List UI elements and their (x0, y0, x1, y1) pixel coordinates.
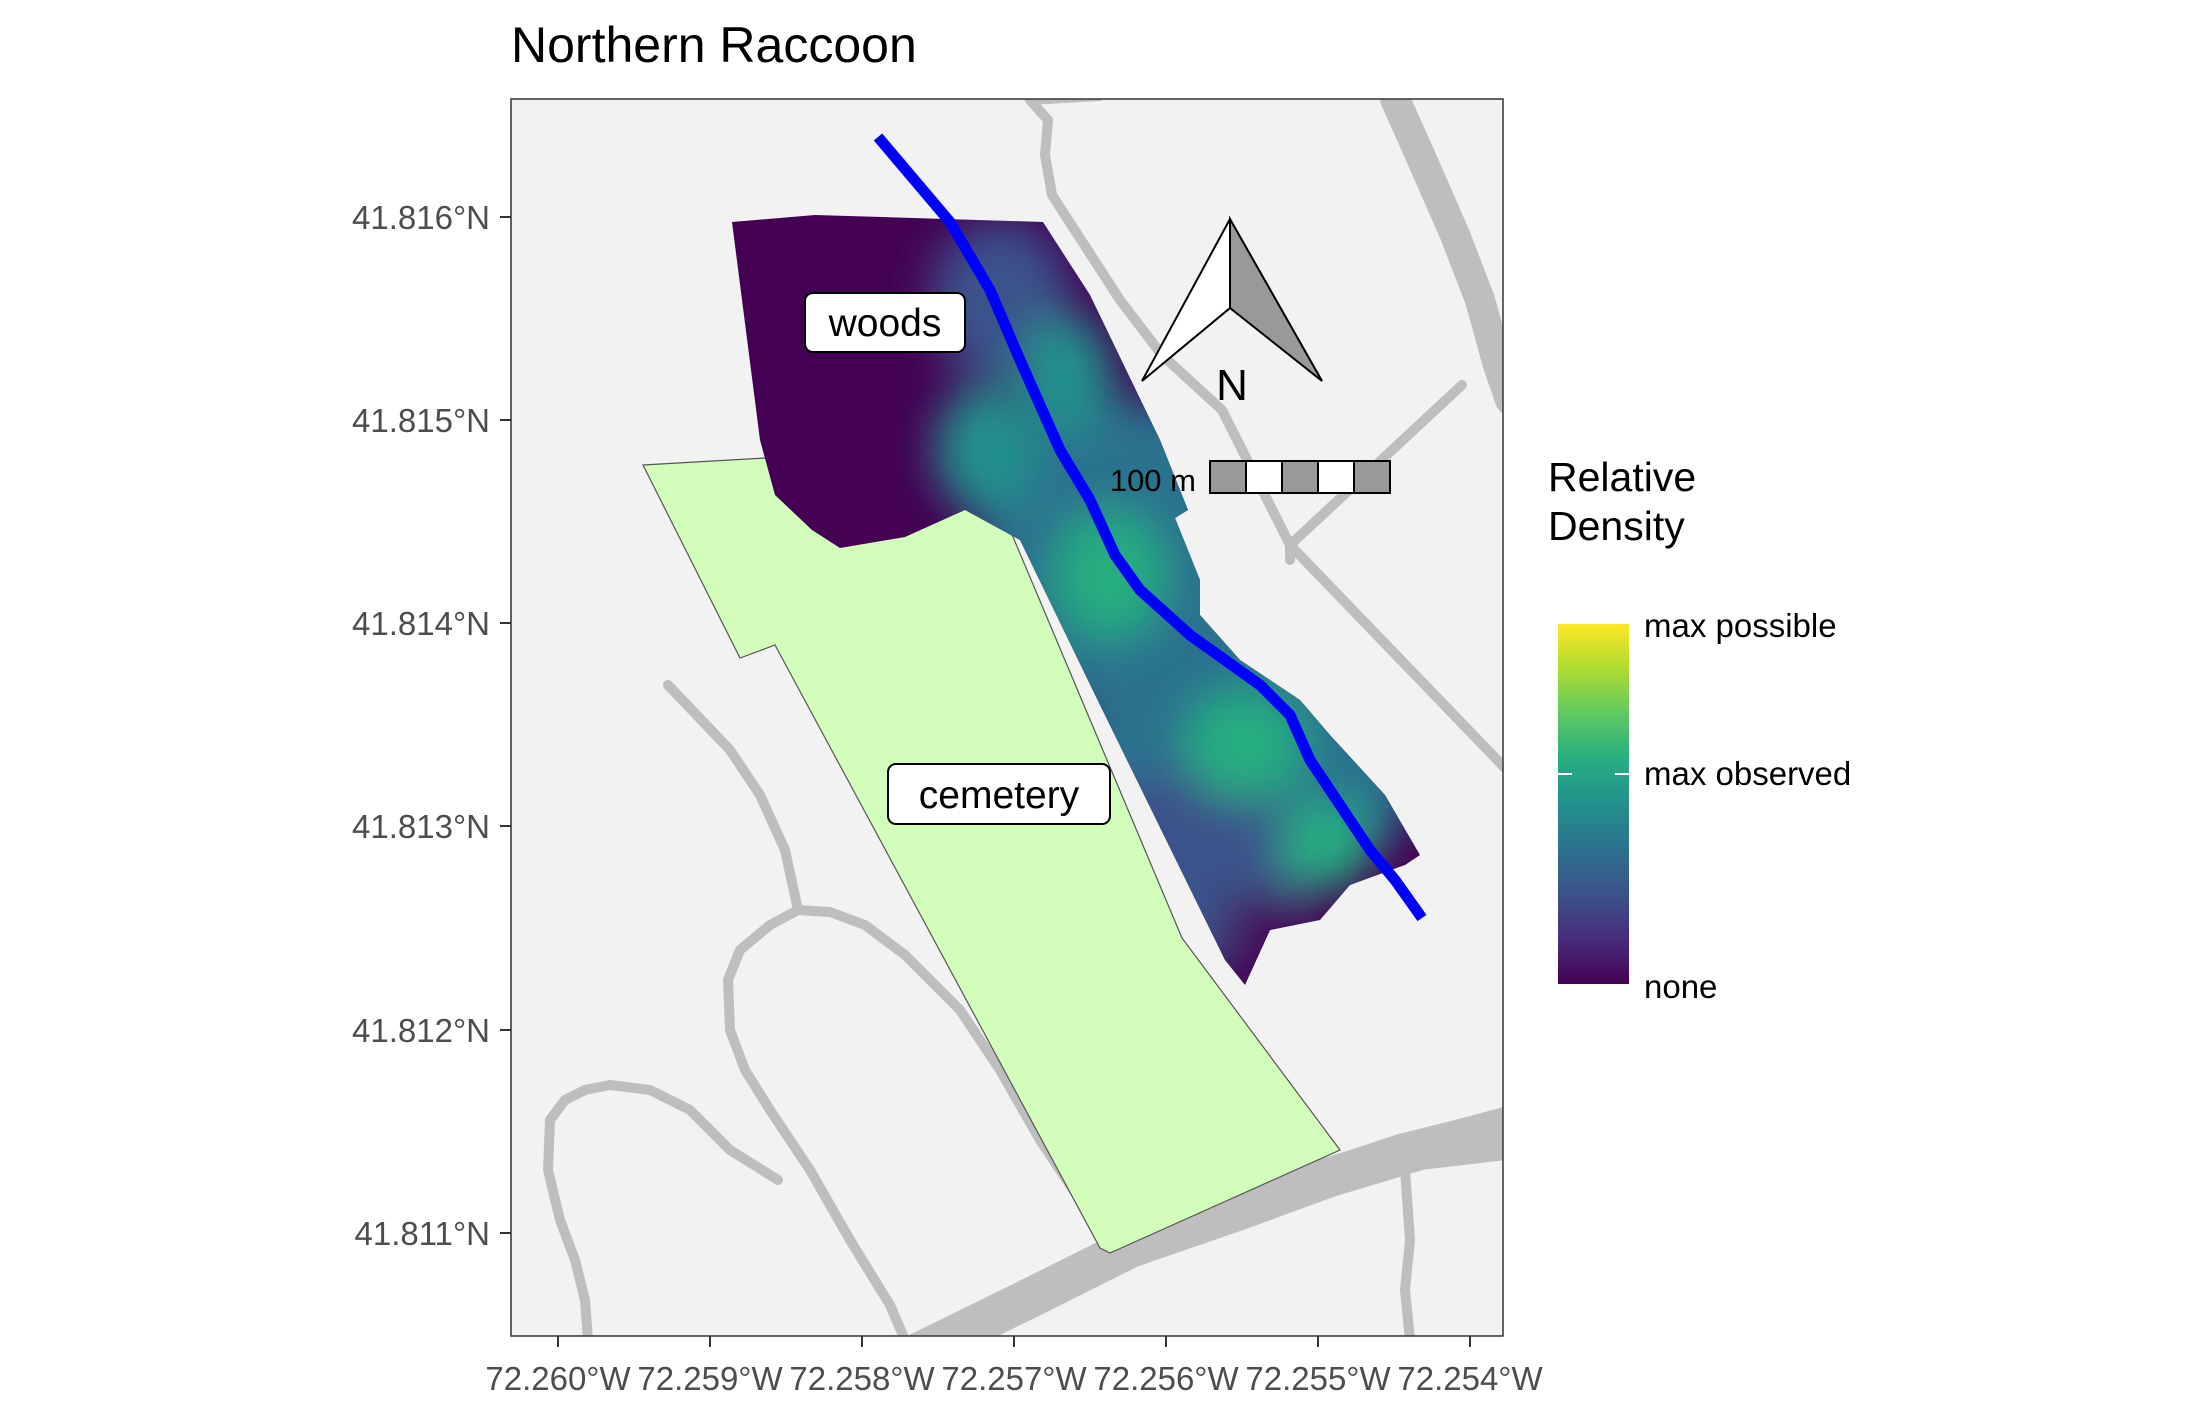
panel-border (510, 98, 1504, 1337)
y-axis: 41.816°N 41.815°N 41.814°N 41.813°N 41.8… (352, 199, 511, 1252)
x-tick-label: 72.257°W (941, 1360, 1087, 1397)
y-tick-label: 41.812°N (352, 1012, 490, 1049)
x-tick-label: 72.260°W (485, 1360, 631, 1397)
legend-title-line1: Relative (1548, 454, 1697, 500)
x-tick-label: 72.258°W (789, 1360, 935, 1397)
north-arrow-letter: N (1216, 361, 1248, 410)
north-arrow: N (1141, 215, 1323, 410)
x-tick-label: 72.259°W (637, 1360, 783, 1397)
legend-title-line2: Density (1548, 503, 1685, 549)
x-axis: 72.260°W 72.259°W 72.258°W 72.257°W 72.2… (485, 1336, 1543, 1397)
legend-title: Relative Density (1548, 453, 1696, 551)
road-east-diagonal (1285, 540, 1503, 773)
legend-colorbar (1558, 624, 1629, 984)
woods-label: woods (804, 292, 966, 353)
road-west-loop (663, 680, 909, 1336)
x-tick-label: 72.254°W (1397, 1360, 1543, 1397)
cemetery-label-text: cemetery (919, 774, 1080, 817)
highway-northeast (1380, 99, 1503, 414)
cemetery-label: cemetery (887, 763, 1111, 825)
legend-label-max-observed: max observed (1644, 755, 1852, 792)
woods-label-text: woods (828, 302, 942, 345)
scale-bar: 100 m (1110, 460, 1391, 498)
highway-south-edge (1299, 1107, 1503, 1186)
y-tick-label: 41.814°N (352, 605, 490, 642)
y-tick-label: 41.813°N (352, 808, 490, 845)
legend-label-max-possible: max possible (1644, 607, 1837, 644)
scale-bar-label: 100 m (1110, 463, 1196, 498)
map-title: Northern Raccoon (511, 17, 917, 73)
y-tick-label: 41.811°N (354, 1215, 490, 1252)
x-tick-label: 72.255°W (1245, 1360, 1391, 1397)
road-southwest (543, 1080, 783, 1336)
x-tick-label: 72.256°W (1093, 1360, 1239, 1397)
road-top (1025, 99, 1295, 565)
y-tick-label: 41.815°N (352, 402, 490, 439)
road-network (543, 99, 1503, 1336)
trail-line (873, 133, 1427, 922)
y-tick-label: 41.816°N (352, 199, 490, 236)
road-southeast (1400, 1165, 1415, 1336)
legend-label-none: none (1644, 968, 1718, 1005)
